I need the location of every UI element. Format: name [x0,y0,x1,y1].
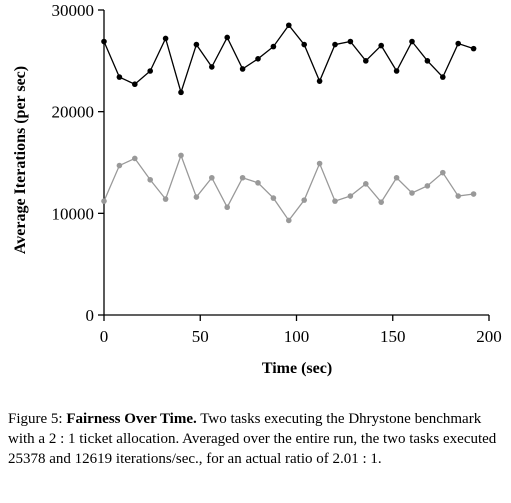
caption-body: Two tasks executing the Dhrystone benchm… [8,411,497,467]
data-point [116,74,123,80]
data-point [424,58,431,64]
data-point [347,38,354,45]
data-point [255,56,261,62]
series-layer [101,22,477,224]
data-point [132,155,138,162]
data-point [147,176,153,183]
x-tick-label: 150 [380,327,406,346]
data-point [270,195,277,201]
data-point [162,35,169,42]
x-ticks: 0 50 100 150 200 [100,315,502,346]
y-ticks: 0 10000 20000 30000 [52,1,104,325]
data-point [209,64,215,70]
data-point [239,66,246,72]
series-line [103,24,474,95]
data-point [409,38,415,45]
series-2 [101,152,477,224]
data-point [363,181,369,187]
data-point [440,74,446,80]
data-point [332,198,338,204]
axes [103,10,489,316]
data-point [301,41,308,48]
data-point [162,196,169,202]
x-tick-label: 200 [476,327,502,346]
figure-caption: Figure 5: Fairness Over Time. Two tasks … [8,409,504,469]
data-point [255,180,261,186]
data-point [455,40,462,47]
data-point [409,190,415,196]
caption-label: Figure 5: [8,411,63,427]
data-point [301,197,308,203]
data-point [316,78,323,84]
series-1 [101,22,477,96]
data-point [332,41,338,48]
data-point [378,42,385,49]
caption-title: Fairness Over Time. [66,411,197,427]
y-tick-label: 0 [86,306,95,325]
data-point [178,89,184,96]
data-point [147,68,153,74]
data-point [393,68,400,74]
data-point [424,183,431,189]
data-point [316,160,323,167]
data-point [393,174,400,181]
data-point [193,41,200,48]
data-point [378,199,385,205]
data-point [116,162,123,169]
x-tick-label: 50 [192,327,209,346]
y-axis-title: Average Iterations (per sec) [12,66,29,254]
data-point [224,34,230,41]
data-point [440,169,446,176]
data-point [239,174,246,181]
data-point [209,174,215,181]
data-point [286,22,292,29]
x-tick-label: 100 [284,327,310,346]
data-point [193,194,200,200]
y-tick-label: 10000 [52,204,95,223]
data-point [270,43,277,50]
data-point [363,58,369,64]
data-point [347,193,354,199]
data-point [224,204,230,211]
y-tick-label: 30000 [52,1,95,20]
chart: 0 50 100 150 200 0 10000 20000 30000 Time (sec)… [12,1,502,377]
data-point [470,191,477,197]
y-tick-label: 20000 [52,103,95,122]
data-point [132,81,138,88]
data-point [286,217,292,224]
data-point [101,198,107,204]
series-line [103,153,474,222]
x-axis-title: Time (sec) [262,360,332,377]
data-point [455,193,462,199]
data-point [101,38,107,45]
data-point [470,45,477,52]
data-point [178,152,184,159]
x-tick-label: 0 [100,327,109,346]
